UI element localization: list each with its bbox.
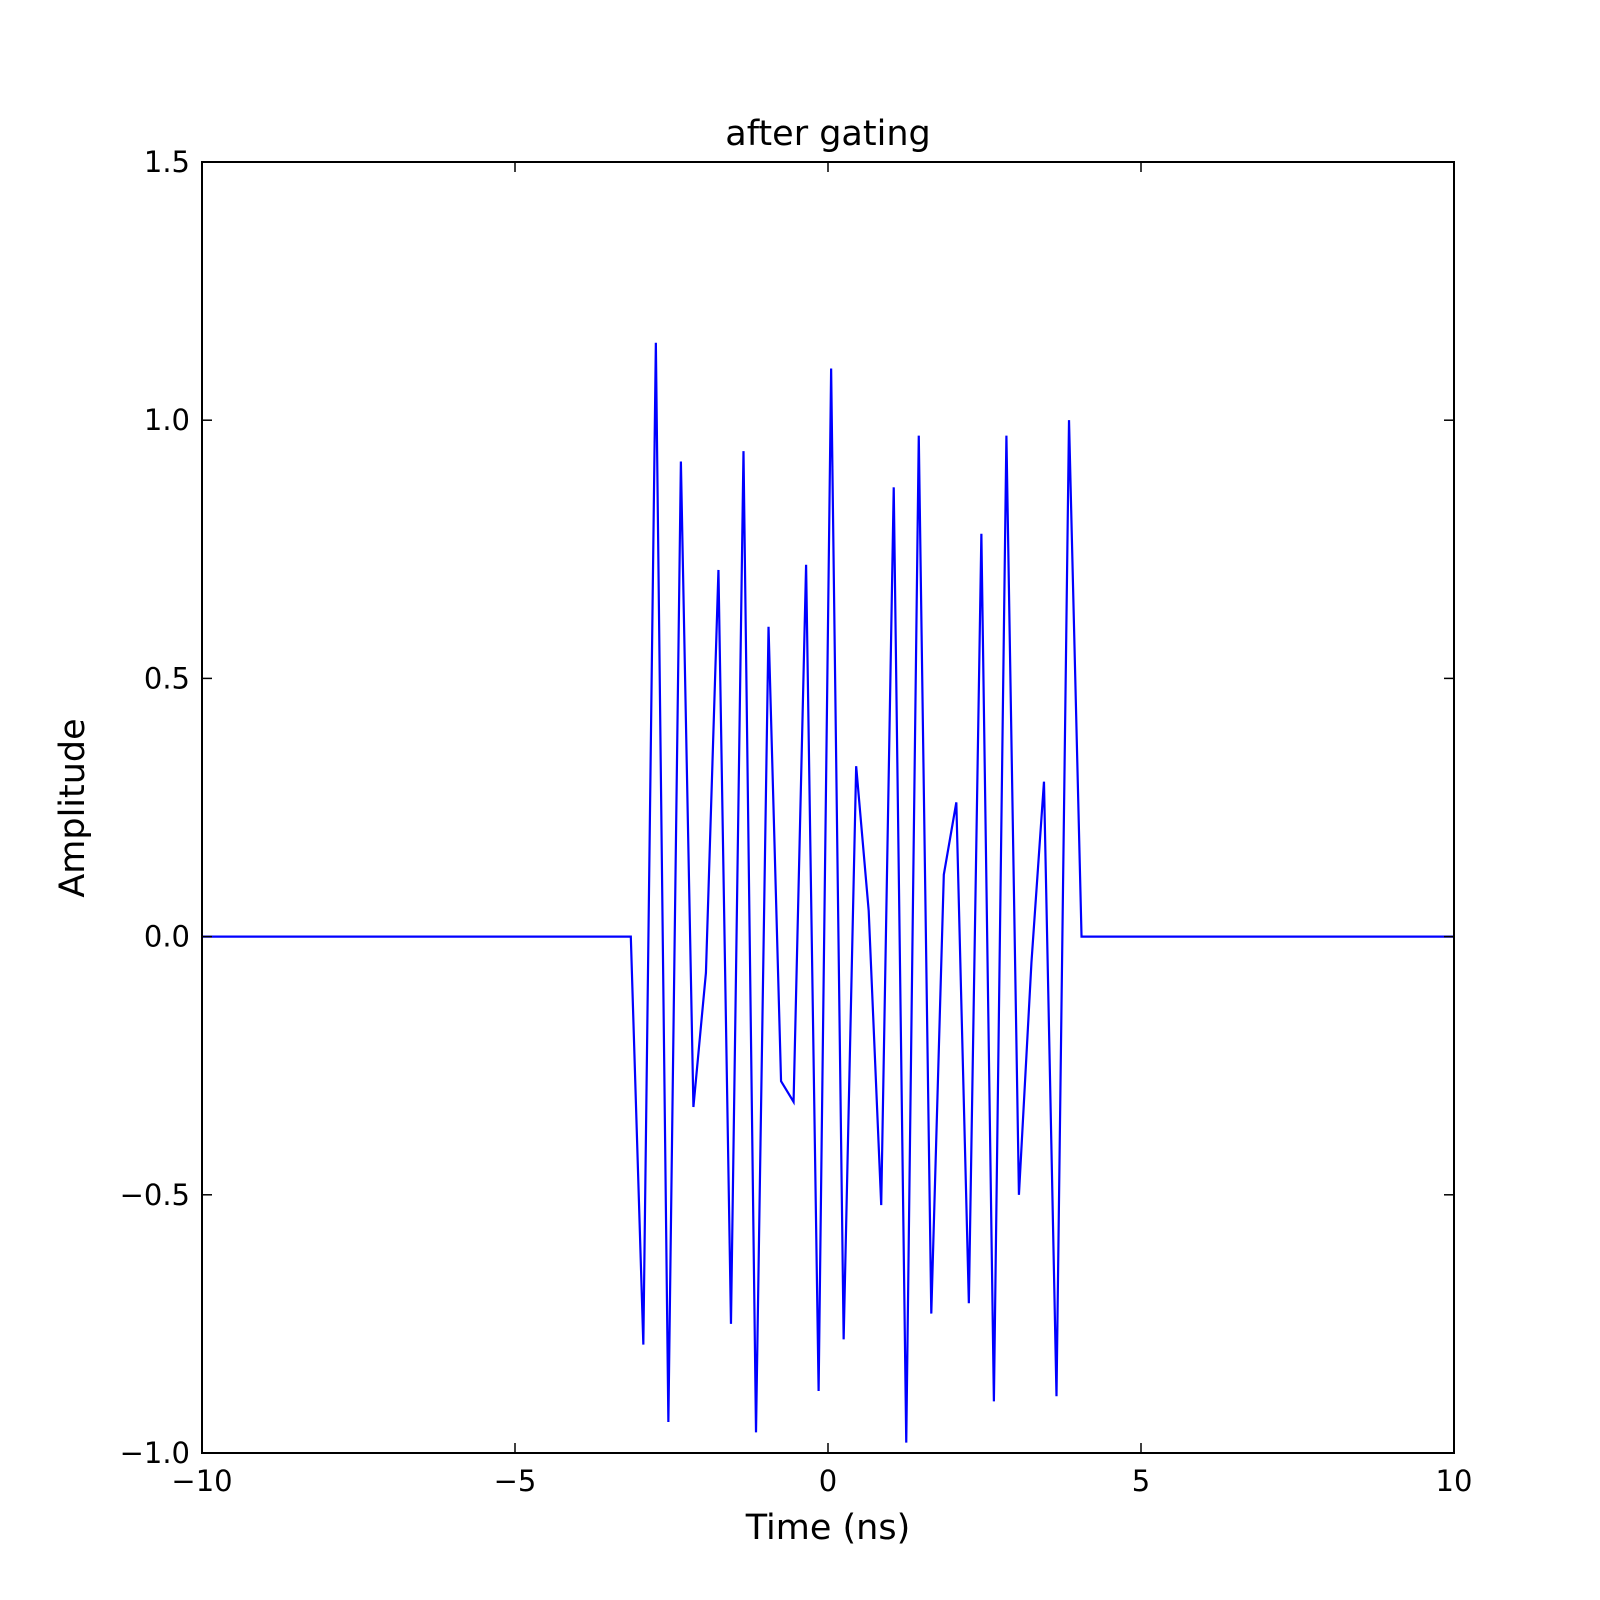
y-tick-label: 1.5 xyxy=(144,145,190,179)
y-tick-label: −0.5 xyxy=(120,1178,190,1212)
series-line-0 xyxy=(202,342,1454,1443)
y-axis-label: Amplitude xyxy=(53,718,93,897)
x-axis-label: Time (ns) xyxy=(745,1508,911,1548)
chart-title: after gating xyxy=(725,114,930,154)
x-tick-label: 5 xyxy=(1132,1464,1150,1498)
y-tick-label: 0.5 xyxy=(144,661,190,695)
plot-content xyxy=(202,342,1454,1443)
plot-frame xyxy=(201,161,1455,1454)
plot-area xyxy=(202,162,1454,1453)
x-tick-label: −5 xyxy=(494,1464,537,1498)
x-tick-label: 0 xyxy=(819,1464,837,1498)
x-tick-label: −10 xyxy=(171,1464,232,1498)
y-tick-label: 1.0 xyxy=(144,403,190,437)
tick-labels: −10 −5 0 5 10 −1.0 −0.5 0.0 0.5 1.0 1.5 xyxy=(120,145,1473,1498)
y-tick-label: −1.0 xyxy=(120,1436,190,1470)
x-tick-label: 10 xyxy=(1436,1464,1473,1498)
y-tick-label: 0.0 xyxy=(144,920,190,954)
